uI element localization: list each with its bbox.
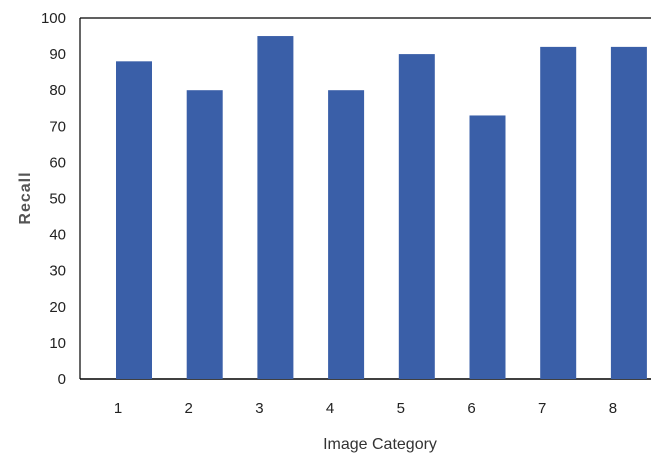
y-axis-ticks: 0 10 20 30 40 50 60 70 80 90 100 <box>41 10 66 388</box>
bar <box>540 46 577 379</box>
y-axis-title: Recall <box>17 171 34 224</box>
bar <box>610 46 647 379</box>
y-tick-label: 20 <box>49 299 66 316</box>
y-tick-label: 0 <box>58 371 66 388</box>
y-tick-label: 80 <box>49 82 66 99</box>
x-tick-label: 2 <box>185 400 193 417</box>
bar <box>469 115 506 379</box>
bar <box>328 90 365 379</box>
x-axis-ticks: 1 2 3 4 5 6 7 8 <box>114 400 617 417</box>
x-tick-label: 5 <box>397 400 405 417</box>
y-tick-label: 60 <box>49 154 66 171</box>
bar <box>398 54 435 379</box>
x-tick-label: 4 <box>326 400 334 417</box>
y-tick-label: 50 <box>49 191 66 208</box>
x-tick-label: 1 <box>114 400 122 417</box>
y-tick-label: 40 <box>49 227 66 244</box>
x-tick-label: 6 <box>467 400 475 417</box>
y-tick-label: 30 <box>49 263 66 280</box>
bar <box>186 90 223 379</box>
x-tick-label: 3 <box>255 400 263 417</box>
y-tick-label: 10 <box>49 335 66 352</box>
bar <box>116 61 152 379</box>
y-tick-label: 100 <box>41 10 66 27</box>
bars-group <box>116 36 647 380</box>
x-tick-label: 8 <box>609 400 617 417</box>
x-axis-title: Image Category <box>323 436 437 453</box>
y-tick-label: 90 <box>49 46 66 63</box>
y-tick-label: 70 <box>49 118 66 135</box>
x-tick-label: 7 <box>538 400 546 417</box>
bar <box>257 36 294 380</box>
